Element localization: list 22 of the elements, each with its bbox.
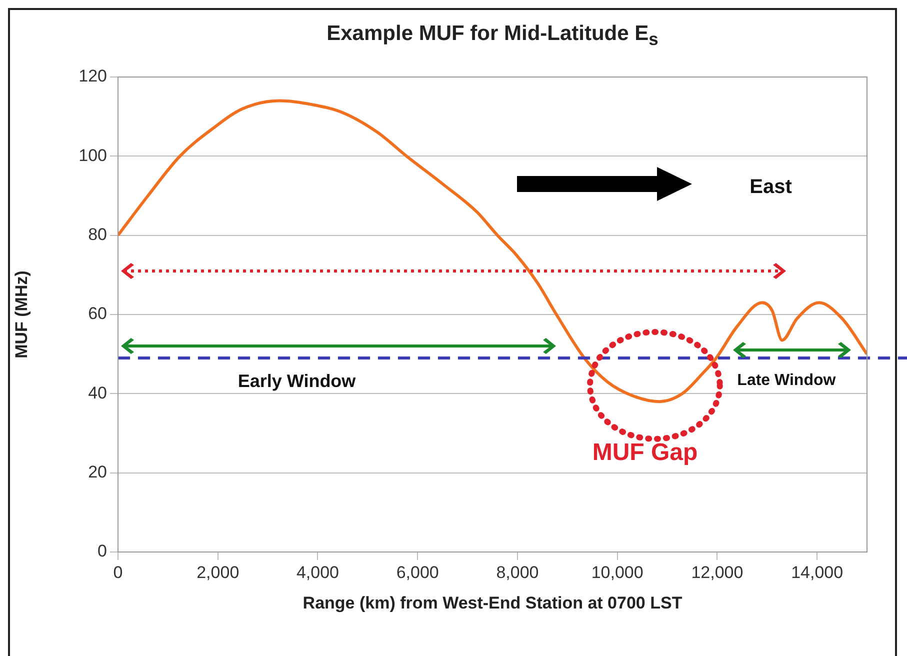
y-tick-label: 120 bbox=[78, 66, 107, 86]
x-tick-label: 12,000 bbox=[691, 562, 744, 582]
y-tick-label: 60 bbox=[88, 304, 107, 324]
y-tick-label: 100 bbox=[78, 146, 107, 165]
x-tick-label: 14,000 bbox=[791, 562, 844, 582]
x-tick-label: 6,000 bbox=[396, 562, 439, 582]
y-tick-label: 0 bbox=[98, 542, 107, 561]
y-tick-label: 40 bbox=[88, 383, 107, 402]
annotation: Late Window bbox=[737, 372, 836, 390]
annotation: MUF Gap bbox=[592, 438, 698, 467]
annotation: Early Window bbox=[238, 370, 356, 392]
annotation: East bbox=[750, 176, 792, 199]
y-tick-label: 80 bbox=[88, 225, 107, 244]
x-axis-title: Range (km) from West-End Station at 0700 LST bbox=[302, 593, 683, 612]
x-tick-label: 8,000 bbox=[496, 562, 539, 582]
x-tick-label: 0 bbox=[113, 562, 123, 582]
x-tick-label: 4,000 bbox=[296, 562, 340, 582]
y-tick-label: 20 bbox=[88, 462, 107, 482]
y-axis-title: MUF (MHz) bbox=[12, 270, 31, 358]
x-tick-label: 2,000 bbox=[196, 562, 240, 582]
chart-title: Example MUF for Mid-Latitude E$_{s}$ bbox=[326, 22, 660, 50]
x-tick-label: 10,000 bbox=[591, 562, 644, 582]
